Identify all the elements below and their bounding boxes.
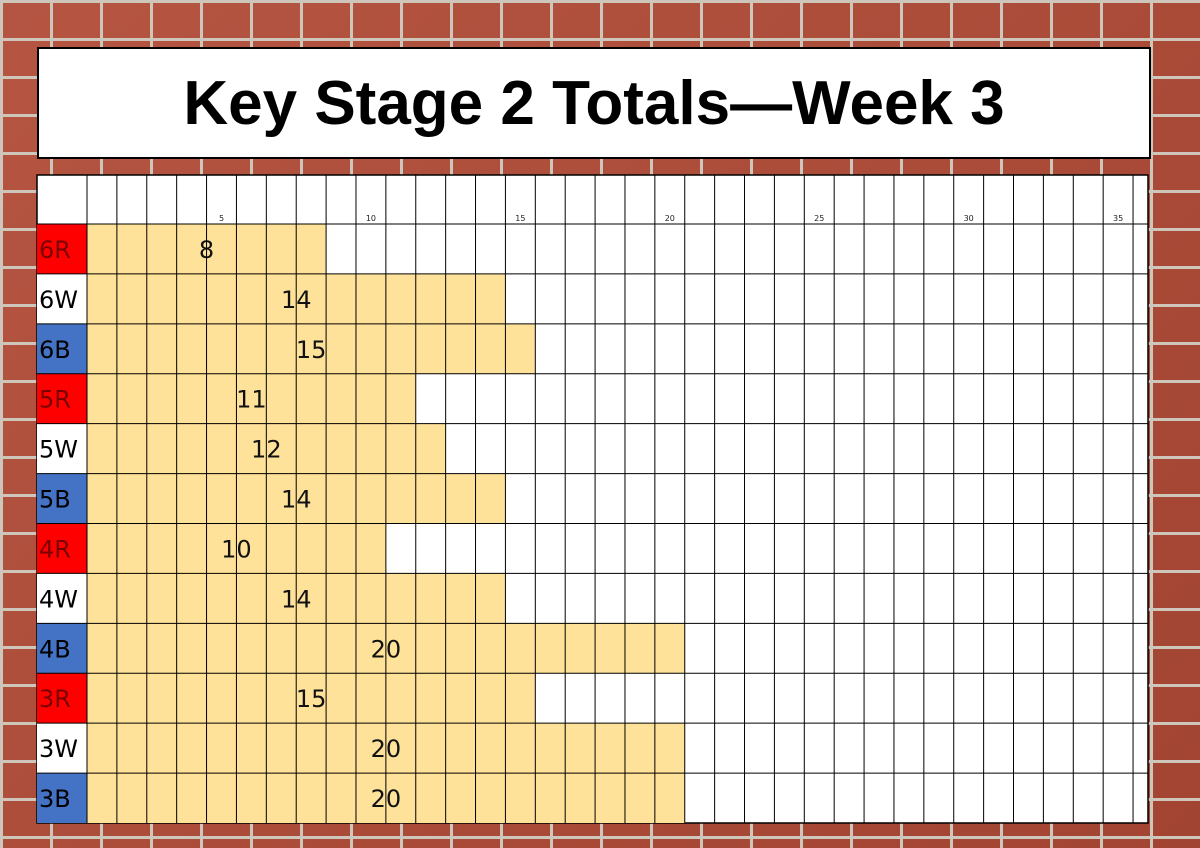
class-label-cell [37,773,87,823]
bar-value-label: 15 [296,336,327,364]
class-label: 4W [39,585,78,613]
class-label: 5W [39,436,78,464]
class-label-cell [37,523,87,574]
class-label: 4R [39,535,71,563]
class-label: 6B [39,336,71,364]
bar-value-label: 15 [296,685,327,713]
page-title: Key Stage 2 Totals—Week 3 [183,68,1005,138]
class-label-cell [37,573,87,624]
bar [87,323,536,374]
class-label: 6R [39,236,71,264]
x-tick-label: 30 [964,214,974,223]
class-label: 3W [39,735,78,763]
class-label: 3B [39,785,71,813]
class-label-cell [37,723,87,774]
x-tick-label: 10 [366,214,376,223]
bar-value-label: 11 [236,386,267,414]
bar [87,373,416,424]
class-label-cell [37,373,87,424]
x-tick-label: 5 [219,214,224,223]
x-tick-label: 15 [515,214,525,223]
class-label-cell [37,224,87,274]
class-label-cell [37,673,87,724]
class-label: 6W [39,286,78,314]
class-label: 4B [39,635,71,663]
class-label: 3R [39,685,71,713]
bar [87,673,536,724]
class-label-cell [37,323,87,374]
class-label-cell [37,623,87,674]
class-label-cell [37,273,87,324]
x-tick-label: 35 [1113,214,1123,223]
class-label: 5R [39,386,71,414]
x-tick-label: 25 [814,214,824,223]
class-label-cell [37,423,87,474]
class-label: 5B [39,486,71,514]
title-banner: Key Stage 2 Totals—Week 3 [37,47,1151,159]
x-tick-label: 20 [665,214,675,223]
class-label-cell [37,473,87,524]
